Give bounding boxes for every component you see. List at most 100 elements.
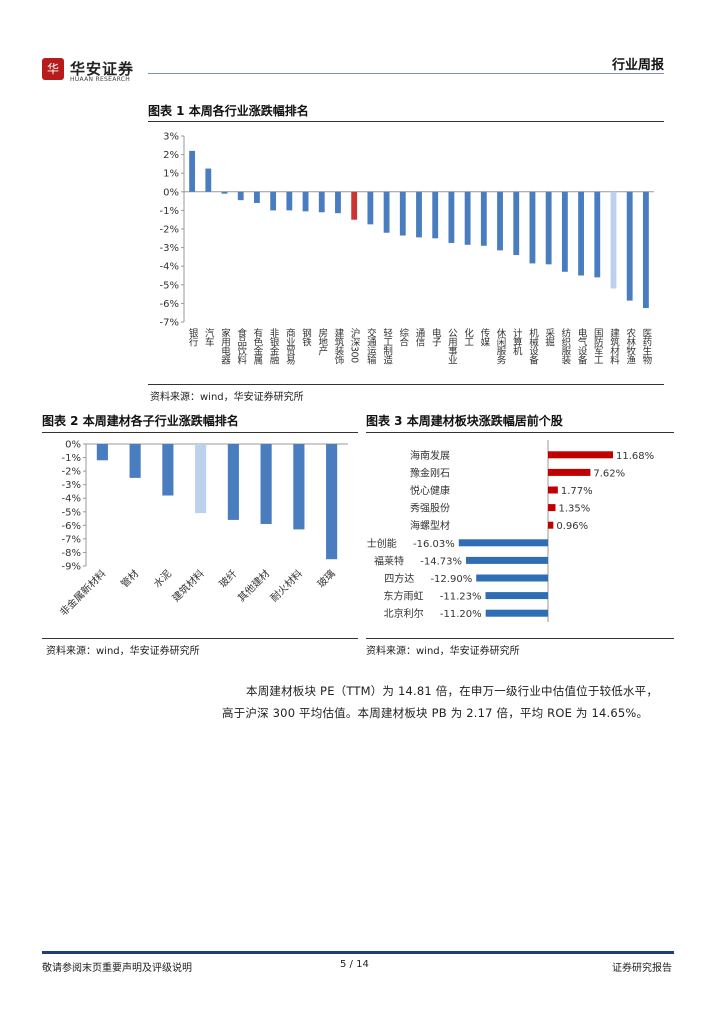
category-label: 房地产 [316,327,328,356]
category-label: 其他建材 [235,567,272,604]
bar-传媒 [480,191,487,246]
category-label: 商业贸易 [284,327,296,365]
bar-化工 [464,191,471,245]
fig3-top-rule [366,432,674,433]
footer-report-label: 证券研究报告 [612,963,672,974]
bar-休闲服务 [497,191,503,251]
bar-悦心健康 [548,486,558,494]
bar-其他建材 [260,444,272,524]
bar-国防军工 [594,191,601,278]
bar-北京利尔 [485,609,548,617]
body-paragraph-line1: 本周建材板块 PE（TTM）为 14.81 倍，在申万一级行业中估值位于较低水平… [246,684,659,698]
bar-海南发展 [548,451,613,459]
y-tick-label: -2% [62,467,81,478]
bar-钢铁 [302,191,309,212]
category-label: 纺织服装 [559,327,571,365]
category-label: 家用电器 [219,327,231,364]
value-label: -16.03% [413,539,455,550]
fig1-title: 图表 1 本周各行业涨跌幅排名 [148,104,309,118]
category-label: 食品饮料 [235,327,247,365]
category-label: 建筑材料 [608,327,620,365]
bar-电子 [432,191,439,239]
footer-disclaimer: 敬请参阅末页重要声明及评级说明 [42,963,192,974]
y-tick-label: 1% [163,169,179,180]
stock-name: 海南发展 [410,449,450,462]
value-label: 1.77% [561,486,593,497]
category-label: 国防军工 [592,328,604,364]
value-label: 7.62% [593,468,625,479]
fig2-source: 资料来源：wind，华安证券研究所 [46,646,200,657]
value-label: -14.73% [420,556,462,567]
bar-沪深300 [351,191,358,220]
bar-计算机 [513,191,520,256]
bar-非银金融 [270,191,277,211]
body-paragraph-line2: 高于沪深 300 平均估值。本周建材板块 PB 为 2.17 倍，平均 ROE … [222,706,649,720]
y-tick-label: -7% [62,534,81,545]
category-label: 建筑材料 [169,567,206,604]
y-tick-label: 0% [65,440,81,451]
category-label: 非金属新材料 [57,567,109,619]
y-tick-label: -1% [62,453,81,464]
y-tick-label: -3% [160,243,179,254]
bar-综合 [399,191,406,236]
category-label: 化工 [462,327,474,346]
y-tick-label: 2% [163,150,179,161]
y-tick-label: -4% [62,494,81,505]
fig1-source: 资料来源：wind，华安证券研究所 [150,392,304,403]
value-label: 1.35% [559,504,591,515]
y-tick-label: -4% [160,262,179,273]
bar-家用电器 [221,191,228,194]
category-label: 农林牧渔 [624,327,636,364]
report-type: 行业周报 [611,58,664,73]
bar-水泥 [162,444,174,496]
y-tick-label: -8% [62,548,81,559]
category-label: 电子 [430,327,442,346]
stock-name: 东方雨虹 [384,590,424,603]
category-label: 机械设备 [527,327,539,365]
stock-name: 豫金刚石 [410,466,450,479]
footer-divider [42,951,674,954]
category-label: 耐火材料 [268,567,305,604]
company-logo: 华 [42,58,64,80]
value-label: 0.96% [556,521,588,532]
fig3-title: 图表 3 本周建材板块涨跌幅居前个股 [366,414,563,428]
y-tick-label: -6% [62,521,81,532]
bar-非金属新材料 [96,444,108,461]
category-label: 计算机 [511,327,523,356]
stock-name: 福莱特 [374,554,404,567]
company-name-en: HUAAN RESEARCH [70,76,131,83]
bar-食品饮料 [237,191,244,201]
page-number: 5 / 14 [340,959,369,970]
category-label: 轻工制造 [381,327,393,365]
bar-豫金刚石 [548,468,591,476]
value-label: -12.90% [430,574,472,585]
bar-采掘 [545,191,552,265]
category-label: 汽车 [203,327,215,347]
bar-轻工制造 [383,191,390,233]
y-tick-label: -1% [160,206,179,217]
fig1-top-rule [148,121,664,122]
value-label: -11.20% [440,609,482,620]
bar-纺织服装 [561,191,568,272]
fig1-bottom-rule [148,384,664,385]
bar-机械设备 [529,191,536,264]
y-tick-label: -2% [160,225,179,236]
bar-海螺型材 [548,521,554,529]
category-label: 建筑装饰 [332,327,344,365]
stock-name: 北京利尔 [384,607,424,620]
category-label: 交通运输 [365,327,377,365]
fig1-chart: 3% 2% 1% 0% -1% -2% -3% -4% -5% -6% -7% 银行 汽车 家用电器 食品饮… [160,132,654,365]
y-tick-label: 3% [163,132,179,143]
fig2-bottom-rule [42,638,358,639]
category-label: 通信 [414,328,426,347]
stock-name: 秀强股份 [410,503,450,515]
bar-电气设备 [578,191,584,276]
bar-耐火材料 [293,444,305,530]
fig3-source: 资料来源：wind，华安证券研究所 [366,646,520,657]
category-label: 传媒 [478,327,490,347]
bar-银行 [189,150,196,192]
bar-福莱特 [466,556,548,564]
bar-管材 [129,444,141,478]
bar-建筑材料 [195,444,207,514]
header-divider [148,73,664,74]
